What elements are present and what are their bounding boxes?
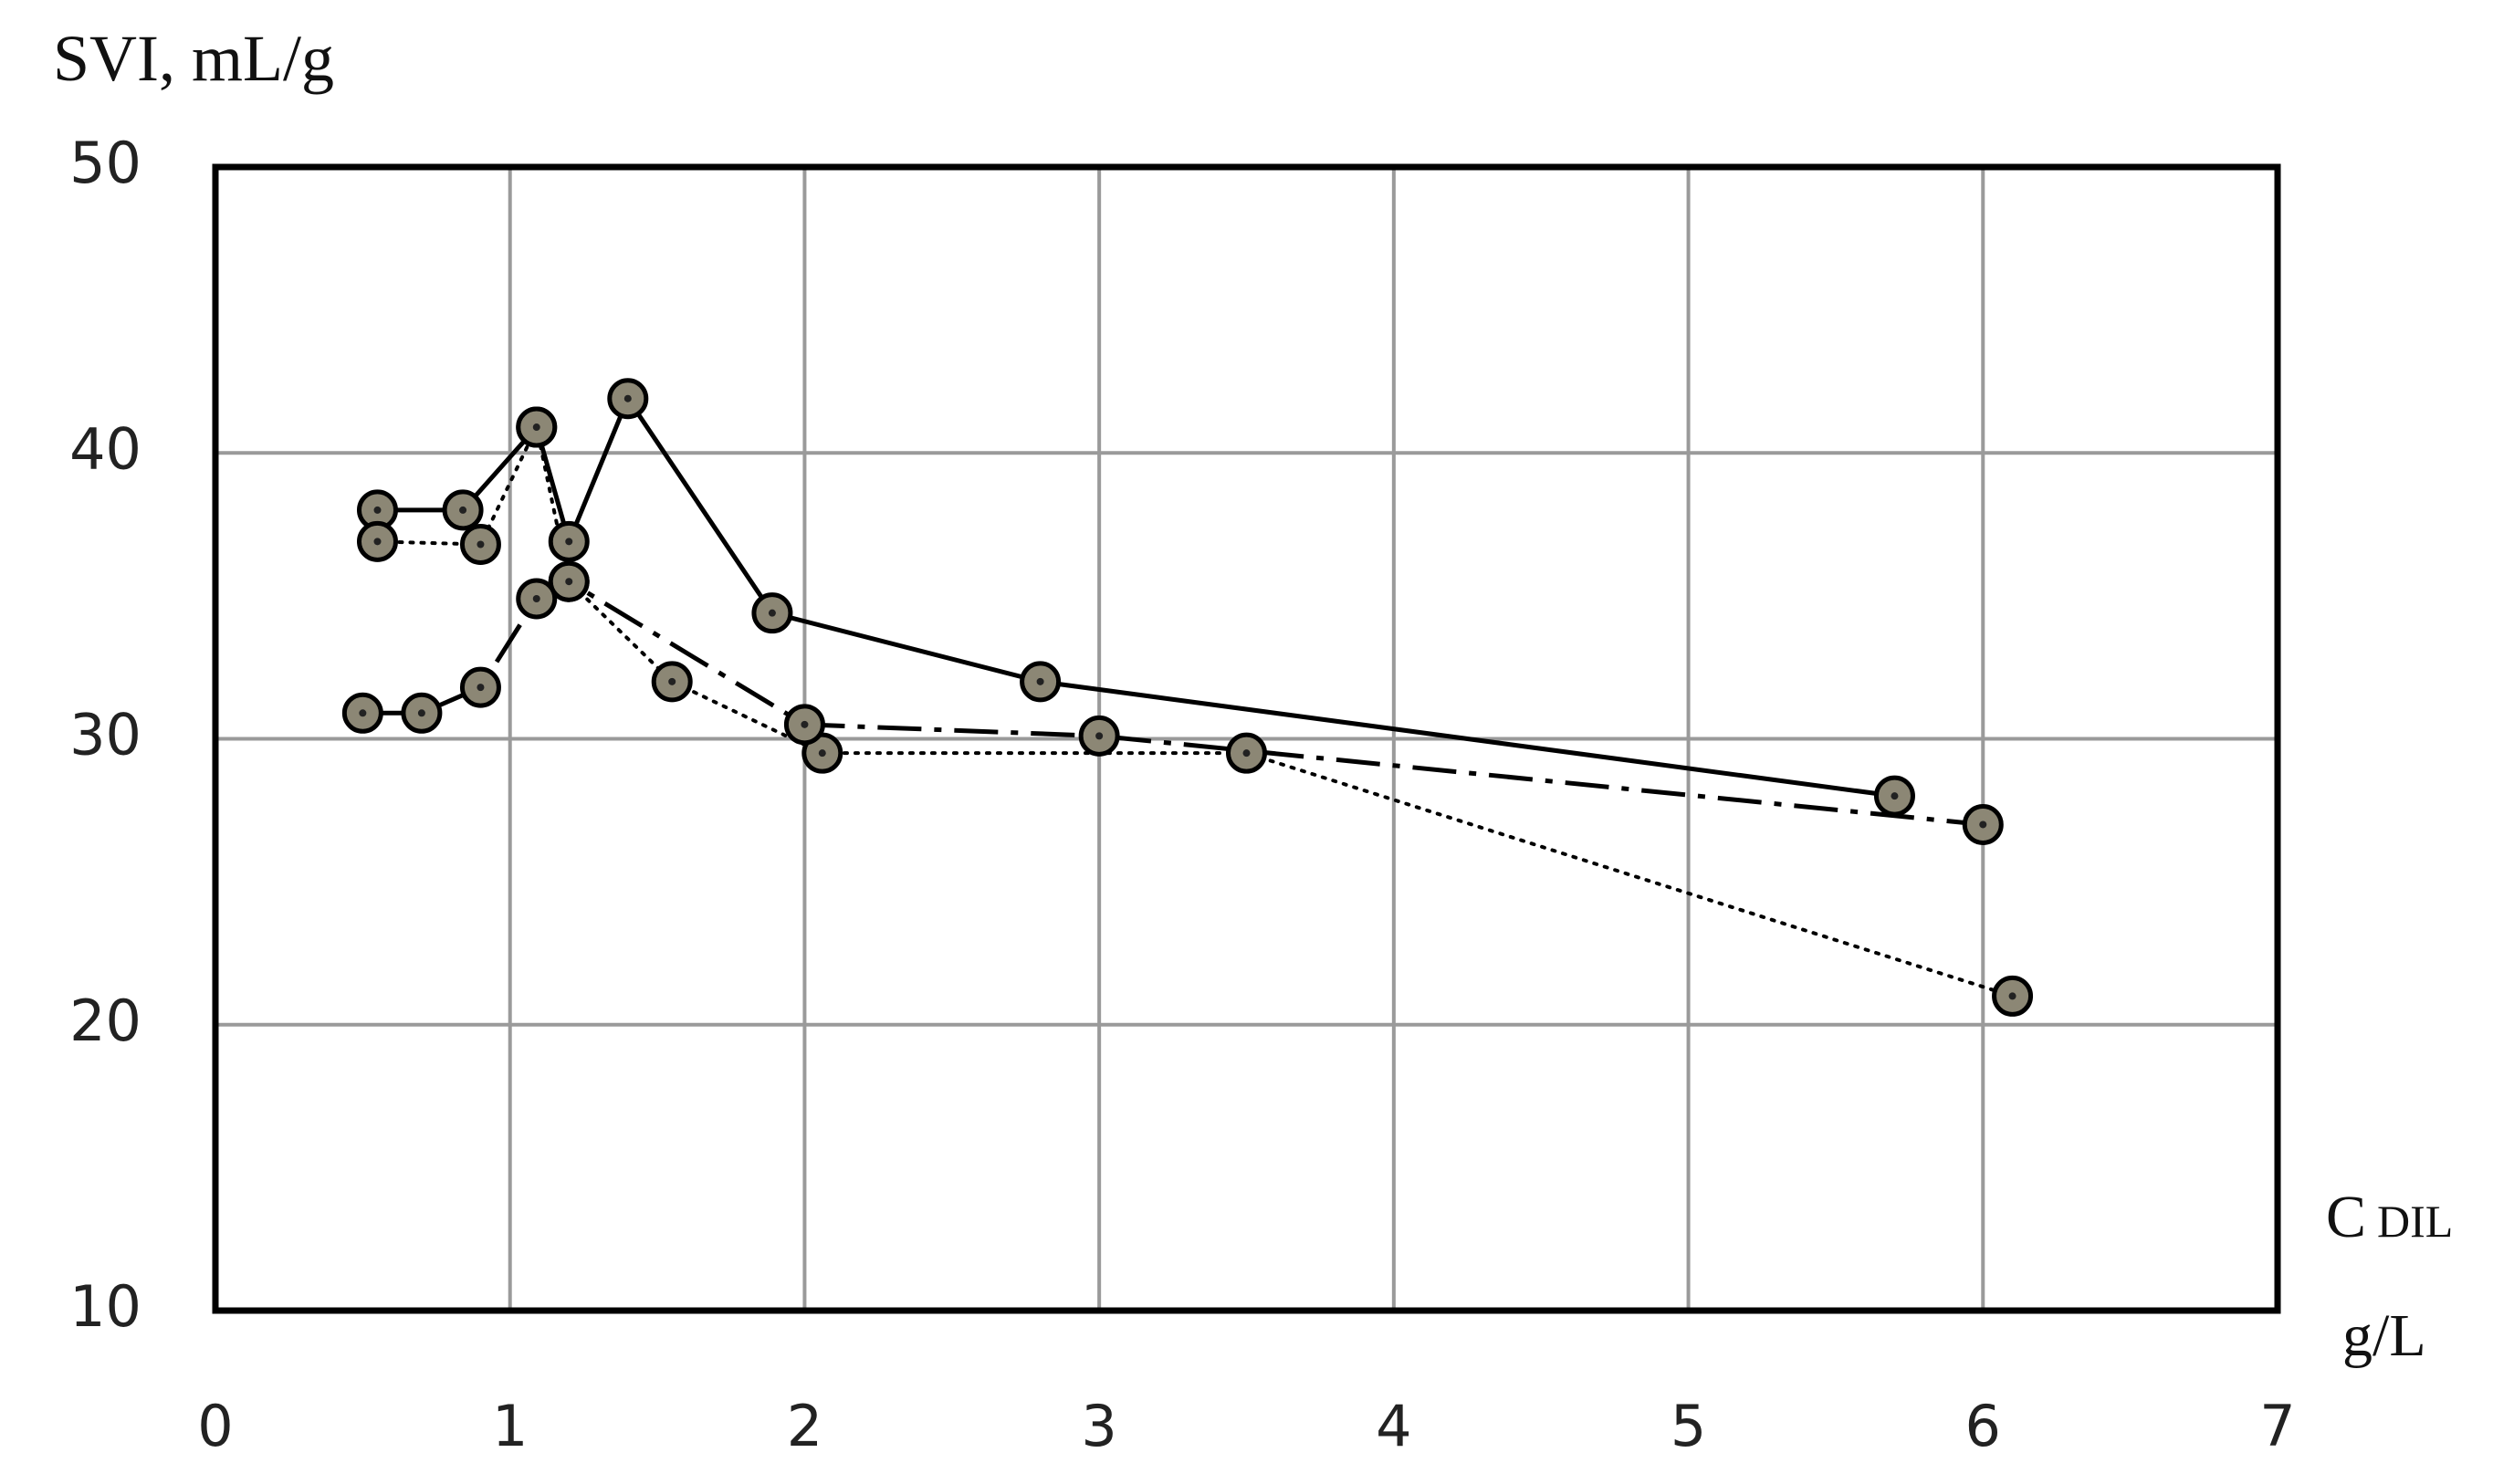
point-center [565, 578, 573, 586]
y-tick-label: 20 [69, 988, 141, 1054]
point-center [1979, 820, 1987, 829]
y-axis-label: SVI, mL/g [53, 22, 334, 95]
x-tick-label: 6 [1965, 1393, 2001, 1459]
x-tick-label: 4 [1376, 1393, 1411, 1459]
point-center [1891, 792, 1899, 800]
x-axis-label-sub: DIL [2377, 1196, 2453, 1247]
x-tick-label: 7 [2259, 1393, 2295, 1459]
x-tick-label: 2 [787, 1393, 822, 1459]
plot-frame [212, 163, 2281, 1314]
point-center [768, 609, 776, 617]
point-center [417, 709, 425, 717]
x-tick-label: 5 [1671, 1393, 1706, 1459]
point-center [1095, 732, 1104, 740]
point-center [459, 506, 467, 514]
y-tick-label: 50 [69, 130, 141, 196]
y-tick-label: 30 [69, 702, 141, 768]
point-center [565, 538, 573, 546]
point-center [532, 423, 540, 432]
y-tick-label: 10 [69, 1273, 141, 1340]
x-tick-label: 3 [1081, 1393, 1116, 1459]
point-center [2008, 992, 2016, 1000]
point-center [477, 684, 485, 692]
point-center [373, 506, 382, 514]
point-center [1242, 749, 1251, 758]
series-line [377, 393, 1895, 799]
x-tick-label: 1 [492, 1393, 528, 1459]
x-axis-label: C DIL [2326, 1184, 2453, 1250]
point-center [801, 720, 809, 728]
point-center [623, 394, 632, 402]
y-tick-label: 40 [69, 415, 141, 482]
series-line [375, 421, 2015, 998]
point-center [477, 540, 485, 549]
point-center [1036, 677, 1044, 685]
point-center [532, 595, 540, 603]
point-center [818, 749, 826, 758]
x-axis-unit: g/L [2342, 1302, 2426, 1369]
point-center [668, 677, 676, 685]
point-center [373, 538, 382, 546]
x-tick-label: 0 [197, 1393, 233, 1459]
x-axis-label-main: C [2326, 1184, 2366, 1250]
point-center [359, 709, 367, 717]
